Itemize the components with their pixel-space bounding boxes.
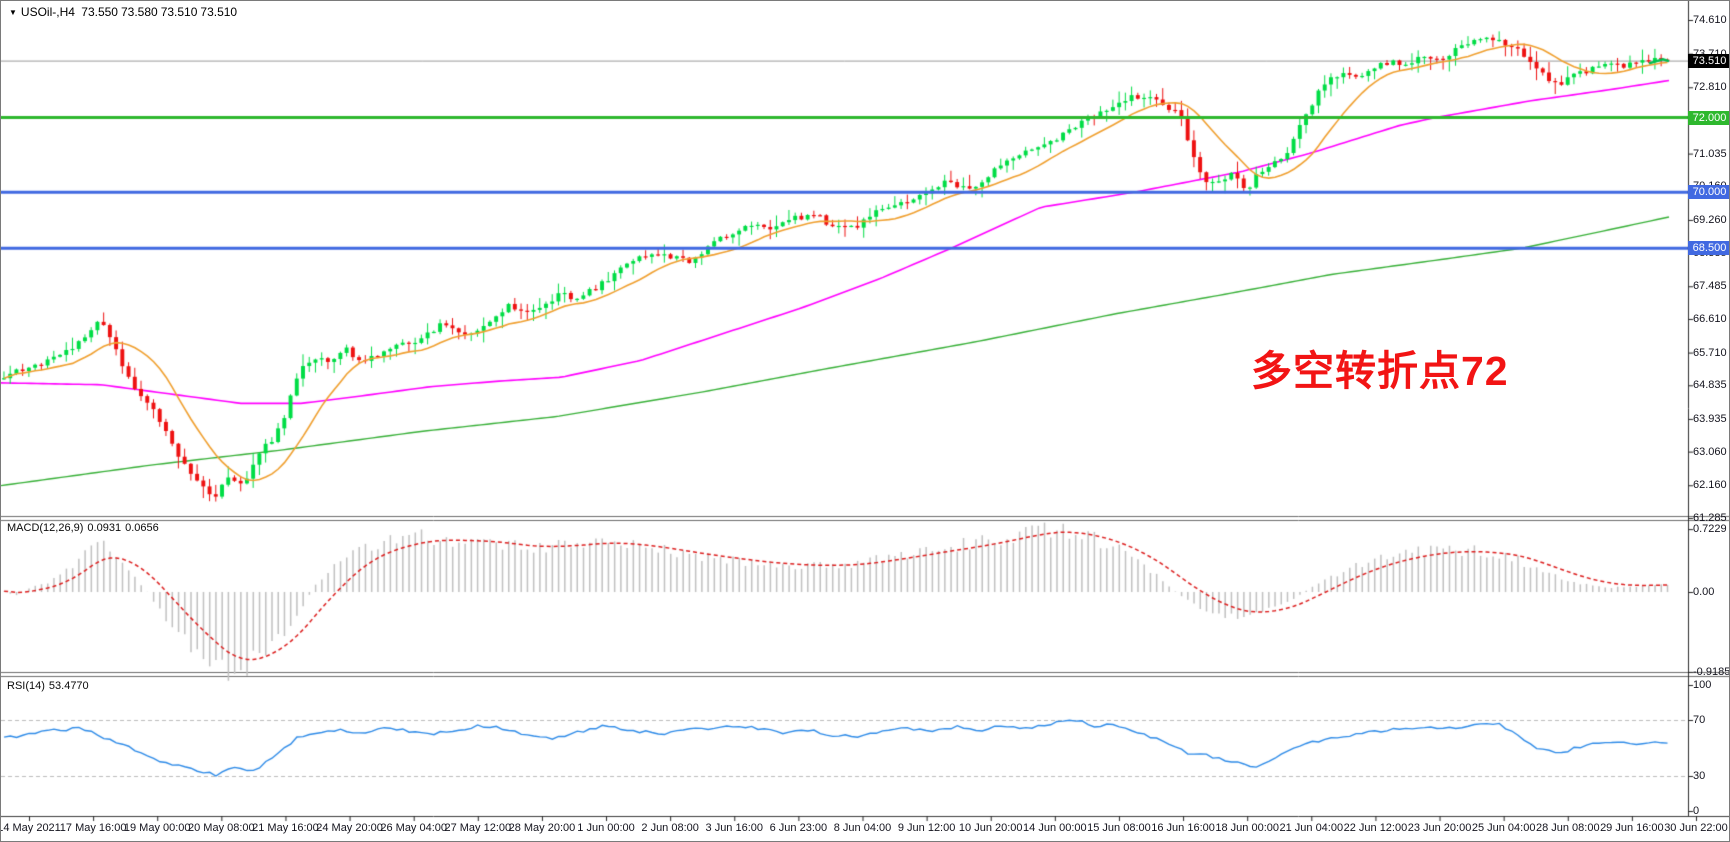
time-axis-label: 17 May 16:00 bbox=[59, 822, 127, 834]
price-level-box: 73.510 bbox=[1688, 54, 1729, 69]
macd-main-value: 0.0931 bbox=[87, 522, 122, 534]
time-axis-label: 26 May 04:00 bbox=[380, 822, 448, 834]
price-level-box: 68.500 bbox=[1688, 241, 1729, 256]
rsi-axis-tick: 100 bbox=[1693, 679, 1712, 691]
price-axis-tick: 63.060 bbox=[1693, 445, 1727, 458]
time-axis-label: 27 May 12:00 bbox=[444, 822, 512, 834]
rsi-axis-tick: 30 bbox=[1693, 770, 1706, 782]
symbol-period-label: USOil-,H4 bbox=[20, 5, 75, 19]
rsi-axis-tick: 70 bbox=[1693, 714, 1706, 726]
macd-signal-value: 0.0656 bbox=[125, 522, 159, 534]
rsi-axis-tick: 0 bbox=[1693, 805, 1700, 817]
price-axis-tick: 74.610 bbox=[1693, 14, 1727, 26]
rsi-value: 53.4770 bbox=[48, 680, 89, 692]
price-axis-tick: 67.485 bbox=[1693, 280, 1727, 293]
time-axis-label: 21 Jun 04:00 bbox=[1279, 822, 1344, 834]
collapse-triangle-icon[interactable]: ▼ bbox=[9, 8, 17, 17]
macd-indicator-label: MACD(12,26,9) 0.0931 0.0656 bbox=[7, 522, 163, 534]
quote-open: 73.550 bbox=[81, 5, 118, 19]
price-axis-tick: 63.935 bbox=[1693, 412, 1727, 425]
price-axis-tick: 62.160 bbox=[1693, 479, 1727, 492]
time-axis-label: 22 Jun 12:00 bbox=[1343, 822, 1408, 834]
time-axis-label: 2 Jun 08:00 bbox=[641, 822, 699, 834]
time-axis-label: 6 Jun 23:00 bbox=[769, 822, 828, 834]
macd-name: MACD(12,26,9) bbox=[7, 522, 84, 534]
symbol-header: ▼ USOil-,H4 73.550 73.580 73.510 73.510 bbox=[9, 5, 240, 19]
time-axis-label: 10 Jun 20:00 bbox=[958, 822, 1023, 834]
price-level-box: 72.000 bbox=[1688, 110, 1729, 125]
time-axis-label: 25 Jun 04:00 bbox=[1471, 822, 1536, 834]
rsi-indicator-label: RSI(14) 53.4770 bbox=[7, 680, 93, 692]
price-axis-tick: 71.035 bbox=[1693, 147, 1727, 160]
time-axis-label: 15 Jun 08:00 bbox=[1087, 822, 1151, 834]
quote-close: 73.510 bbox=[200, 5, 238, 19]
time-axis-label: 9 Jun 12:00 bbox=[897, 822, 956, 834]
time-axis-label: 20 May 08:00 bbox=[188, 822, 255, 834]
time-axis-label: 18 Jun 00:00 bbox=[1215, 822, 1279, 834]
time-axis-label: 24 May 20:00 bbox=[316, 822, 383, 834]
macd-axis-tick: 0.00 bbox=[1693, 586, 1715, 598]
rsi-name: RSI(14) bbox=[7, 680, 45, 692]
time-axis-label: 30 Jun 22:00 bbox=[1664, 822, 1728, 834]
price-axis-tick: 65.710 bbox=[1693, 346, 1727, 359]
time-axis-label: 29 Jun 16:00 bbox=[1600, 822, 1664, 834]
time-axis-label: 8 Jun 04:00 bbox=[833, 822, 892, 834]
price-axis-tick: 66.610 bbox=[1693, 312, 1727, 325]
macd-axis-tick: -0.9185 bbox=[1693, 665, 1730, 678]
time-axis-label: 28 Jun 08:00 bbox=[1535, 822, 1600, 834]
time-axis-label: 14 Jun 00:00 bbox=[1023, 822, 1087, 834]
annotation-text: 多空转折点72 bbox=[1251, 348, 1509, 394]
price-axis-tick: 61.285 bbox=[1693, 511, 1727, 524]
time-axis-label: 1 Jun 00:00 bbox=[577, 822, 635, 834]
time-axis-label: 19 May 00:00 bbox=[123, 822, 191, 834]
time-axis-label: 21 May 16:00 bbox=[252, 822, 319, 834]
time-axis-label: 28 May 20:00 bbox=[508, 822, 576, 834]
price-axis-tick: 69.260 bbox=[1693, 213, 1727, 226]
price-axis-tick: 72.810 bbox=[1693, 81, 1727, 94]
time-axis-label: 23 Jun 20:00 bbox=[1407, 822, 1472, 834]
time-axis-label: 14 May 2021 bbox=[0, 822, 61, 834]
macd-axis-tick: 0.7229 bbox=[1693, 523, 1727, 536]
time-axis-label: 3 Jun 16:00 bbox=[705, 822, 764, 834]
price-level-box: 70.000 bbox=[1688, 185, 1729, 200]
quote-low: 73.510 bbox=[160, 5, 198, 19]
time-axis-label: 16 Jun 16:00 bbox=[1151, 822, 1215, 834]
price-axis-tick: 64.835 bbox=[1693, 379, 1727, 392]
quote-high: 73.580 bbox=[120, 5, 158, 19]
